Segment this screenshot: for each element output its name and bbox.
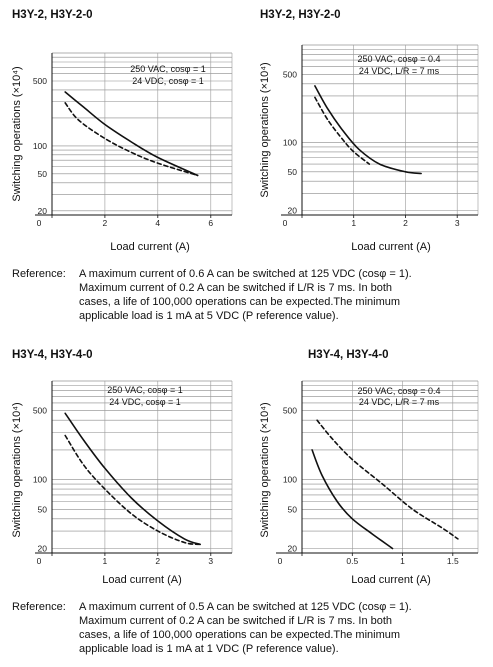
legend-entry: 24 VDC, L/R = 7 ms [359, 397, 440, 407]
reference-note-1: Reference: A maximum current of 0.6 A ca… [12, 268, 482, 328]
y-axis-label: Switching operations (×10⁴) [259, 402, 271, 537]
legend-entry: 250 VAC, cosφ = 1 [130, 64, 205, 74]
chart-title: H3Y-2, H3Y-2-0 [12, 9, 93, 21]
y-tick-label: 100 [283, 137, 297, 147]
chart-panel-1: H3Y-2, H3Y-2-0 20 50 100 500 0 2 4 6 250 VAC, co… [0, 0, 246, 262]
x-tick-label: 1 [400, 556, 405, 566]
reference-line: applicable load is 1 mA at 5 VDC (P refe… [79, 310, 339, 322]
x-axis-label: Load current (A) [110, 241, 189, 253]
x-tick-label: 4 [155, 218, 160, 228]
chart-title: H3Y-2, H3Y-2-0 [260, 9, 341, 21]
x-axis-label: Load current (A) [102, 574, 181, 586]
chart-panel-4: H3Y-4, H3Y-4-0 20 50 100 500 0 0.5 1 1.5 250 VAC… [246, 338, 493, 593]
series-line-dashed [316, 419, 459, 540]
x-tick-label: 0 [37, 218, 42, 228]
legend-entry: 24 VDC, L/R = 7 ms [359, 66, 440, 76]
chart-panel-2: H3Y-2, H3Y-2-0 20 50 100 500 0 1 2 3 250 VAC, co… [246, 0, 493, 262]
y-axis-label: Switching operations (×10⁴) [11, 402, 23, 537]
x-tick-label: 3 [455, 218, 460, 228]
y-tick-label: 500 [33, 76, 47, 86]
y-tick-label: 100 [283, 475, 297, 485]
series-line-dashed [64, 102, 199, 177]
legend-entry: 24 VDC, cosφ = 1 [132, 76, 204, 86]
y-tick-label: 100 [33, 141, 47, 151]
legend-entry: 250 VAC, cosφ = 1 [107, 385, 182, 395]
y-tick-label: 500 [33, 406, 47, 416]
chart-svg: 20 50 100 500 0 1 2 3 250 VAC, cosφ = 0.4 24 VDC,… [259, 44, 479, 253]
x-tick-label: 3 [208, 556, 213, 566]
x-tick-label: 2 [403, 218, 408, 228]
reference-label: Reference: [12, 601, 66, 613]
x-axis-label: Load current (A) [351, 574, 430, 586]
reference-line: cases, a life of 100,000 operations can … [79, 296, 401, 308]
reference-line: cases, a life of 100,000 operations can … [79, 629, 401, 641]
y-tick-label: 20 [288, 544, 298, 554]
series-line-solid [314, 85, 422, 175]
legend-entry: 250 VAC, cosφ = 0.4 [358, 54, 441, 64]
chart-title: H3Y-4, H3Y-4-0 [12, 349, 93, 361]
y-tick-label: 100 [33, 475, 47, 485]
reference-line: applicable load is 1 mA at 1 VDC (P refe… [79, 643, 339, 655]
series-line-solid [64, 91, 199, 177]
series-line-dashed [314, 96, 371, 165]
y-tick-label: 50 [38, 169, 48, 179]
x-tick-label: 0 [283, 218, 288, 228]
reference-label: Reference: [12, 268, 66, 280]
series-line-dashed [64, 434, 201, 546]
x-tick-label: 1.5 [447, 556, 459, 566]
y-tick-label: 20 [38, 206, 48, 216]
x-tick-label: 0 [278, 556, 283, 566]
y-tick-label: 50 [288, 167, 298, 177]
chart-svg: 20 50 100 500 0 2 4 6 250 VAC, cosφ = 1 24 VDC, c… [11, 52, 233, 253]
chart-svg: 20 50 100 500 0 0.5 1 1.5 250 VAC, cosφ = 0.424 … [259, 380, 479, 586]
reference-line: A maximum current of 0.6 A can be switch… [79, 268, 412, 280]
chart-title: H3Y-4, H3Y-4-0 [308, 349, 389, 361]
legend-entry: 24 VDC, cosφ = 1 [109, 397, 181, 407]
reference-note-2: Reference: A maximum current of 0.5 A ca… [12, 601, 482, 661]
x-tick-label: 0 [37, 556, 42, 566]
x-tick-label: 6 [208, 218, 213, 228]
x-tick-label: 0.5 [346, 556, 358, 566]
y-tick-label: 50 [288, 504, 298, 514]
series-line-solid [64, 412, 201, 546]
y-tick-label: 50 [38, 504, 48, 514]
y-axis-label: Switching operations (×10⁴) [259, 62, 271, 197]
x-tick-label: 1 [103, 556, 108, 566]
y-tick-label: 20 [288, 206, 298, 216]
y-axis-label: Switching operations (×10⁴) [11, 66, 23, 201]
x-tick-label: 2 [103, 218, 108, 228]
y-tick-label: 500 [283, 69, 297, 79]
x-tick-label: 1 [351, 218, 356, 228]
y-tick-label: 20 [38, 544, 48, 554]
chart-panel-3: H3Y-4, H3Y-4-0 20 50 100 500 0 1 2 3 250 VAC, co… [0, 338, 246, 593]
chart-svg: 20 50 100 500 0 1 2 3 250 VAC, cosφ = 1 24 VDC, c… [11, 380, 233, 586]
x-axis-label: Load current (A) [351, 241, 430, 253]
series-line-solid [311, 449, 394, 550]
reference-line: A maximum current of 0.5 A can be switch… [79, 601, 412, 613]
legend-entry: 250 VAC, cosφ = 0.4 [358, 386, 441, 396]
reference-line: Maximum current of 0.2 A can be switched… [79, 282, 393, 294]
x-tick-label: 2 [155, 556, 160, 566]
y-tick-label: 500 [283, 406, 297, 416]
reference-line: Maximum current of 0.2 A can be switched… [79, 615, 393, 627]
